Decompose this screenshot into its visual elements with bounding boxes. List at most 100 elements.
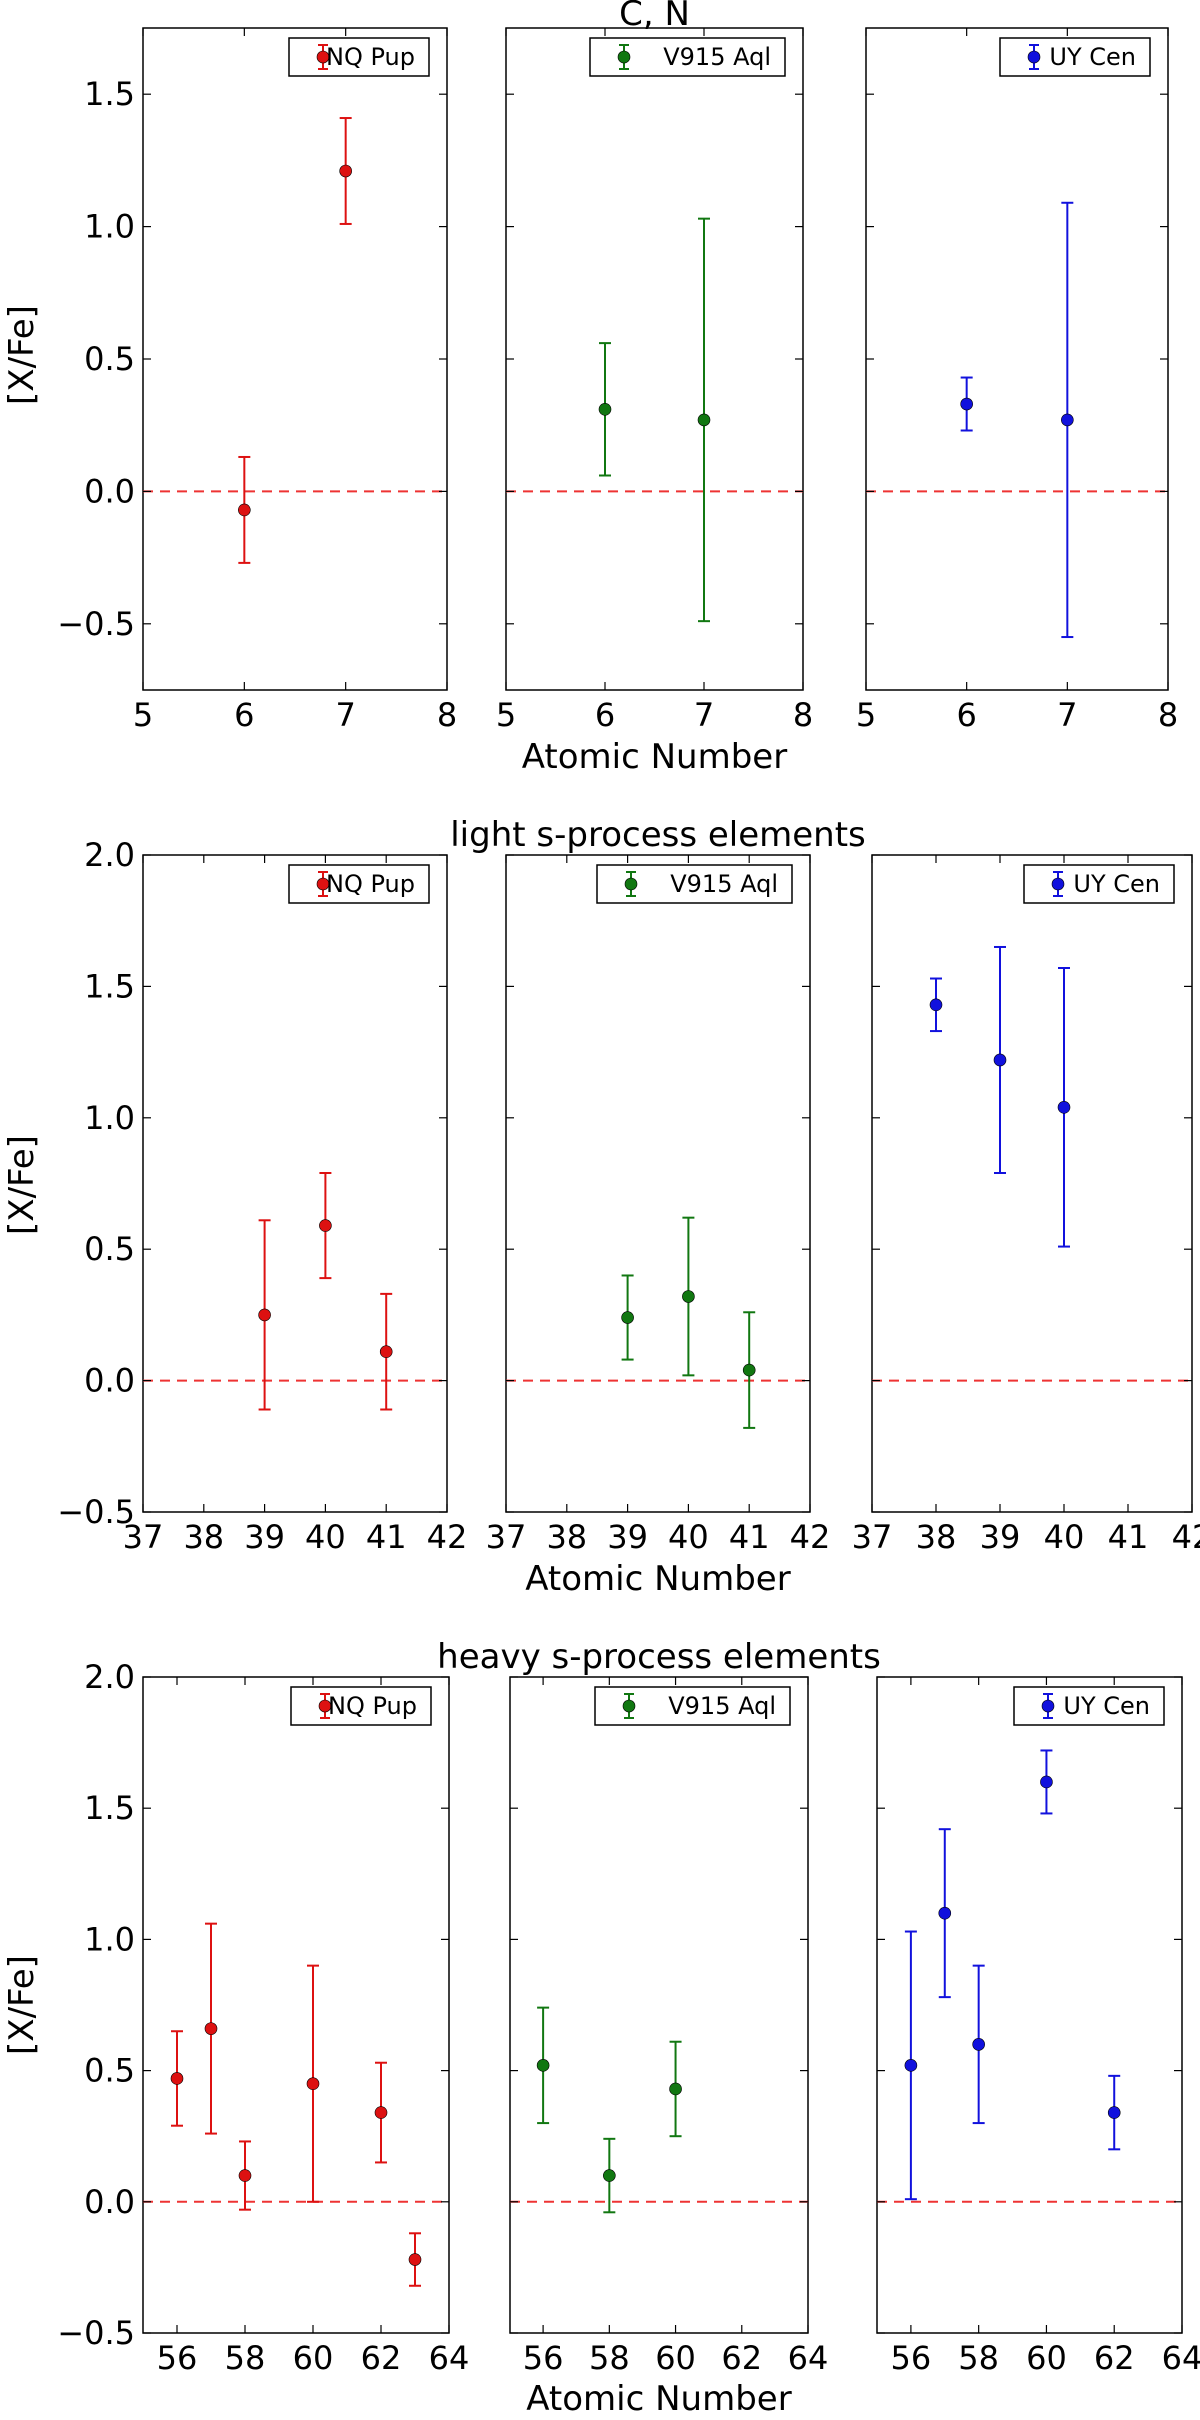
- y-tick-label: 0.5: [84, 340, 135, 378]
- legend-marker: [1042, 1700, 1054, 1712]
- data-point: [670, 2042, 682, 2136]
- data-point: [319, 1173, 331, 1278]
- data-marker: [1058, 1101, 1070, 1113]
- x-tick-label: 8: [437, 696, 457, 734]
- data-marker: [622, 1312, 634, 1324]
- y-tick-label: −0.5: [57, 2314, 135, 2352]
- x-tick-label: 39: [244, 1518, 285, 1556]
- y-axis-label: [X/Fe]: [2, 1955, 42, 2055]
- data-marker: [973, 2038, 985, 2050]
- data-point: [698, 219, 710, 621]
- x-tick-label: 5: [856, 696, 876, 734]
- data-marker: [239, 2170, 251, 2182]
- data-point: [1040, 1750, 1052, 1813]
- x-tick-label: 41: [1108, 1518, 1149, 1556]
- y-tick-label: 1.5: [84, 1789, 135, 1827]
- panel-uy-cen: 37 38 39 40 41 42 UY Cen: [852, 855, 1200, 1556]
- panel-v915-aql: 37 38 39 40 41 42 V915 Aql: [486, 855, 831, 1556]
- data-point: [973, 1966, 985, 2123]
- x-tick-label: 60: [293, 2339, 334, 2377]
- data-marker: [930, 999, 942, 1011]
- data-marker: [670, 2083, 682, 2095]
- x-tick-label: 8: [1158, 696, 1178, 734]
- plot-frame: [866, 28, 1168, 690]
- data-point: [205, 1924, 217, 2134]
- data-point: [537, 2008, 549, 2123]
- x-tick-label: 37: [486, 1518, 527, 1556]
- x-tick-label: 6: [956, 696, 976, 734]
- x-tick-label: 41: [366, 1518, 407, 1556]
- plot-frame: [877, 1677, 1182, 2333]
- x-tick-label: 40: [305, 1518, 346, 1556]
- legend: NQ Pup: [291, 1687, 431, 1725]
- x-tick-label: 6: [595, 696, 615, 734]
- legend-marker: [1052, 878, 1064, 890]
- x-tick-label: 42: [1172, 1518, 1200, 1556]
- x-tick-label: 62: [1094, 2339, 1135, 2377]
- y-tick-label: 0.0: [84, 1362, 135, 1400]
- x-tick-label: 56: [157, 2339, 198, 2377]
- x-tick-label: 58: [589, 2339, 630, 2377]
- chart-title: light s-process elements: [450, 815, 866, 855]
- data-point: [409, 2233, 421, 2285]
- plot-frame: [143, 855, 447, 1512]
- data-point: [905, 1932, 917, 2200]
- legend-label: NQ Pup: [326, 870, 415, 898]
- x-tick-label: 7: [335, 696, 355, 734]
- legend-marker: [625, 878, 637, 890]
- x-tick-label: 58: [225, 2339, 266, 2377]
- x-tick-label: 64: [429, 2339, 470, 2377]
- legend-marker: [618, 51, 630, 63]
- data-marker: [994, 1054, 1006, 1066]
- panel-v915-aql: 56 58 60 62 64 V915 Aql: [510, 1677, 828, 2377]
- x-tick-label: 64: [788, 2339, 829, 2377]
- data-point: [1058, 968, 1070, 1247]
- data-marker: [603, 2170, 615, 2182]
- data-marker: [171, 2072, 183, 2084]
- x-tick-label: 39: [607, 1518, 648, 1556]
- y-tick-label: 1.5: [84, 967, 135, 1005]
- data-point: [238, 457, 250, 563]
- y-tick-label: 1.0: [84, 1920, 135, 1958]
- x-tick-label: 40: [668, 1518, 709, 1556]
- legend: V915 Aql: [595, 1687, 790, 1725]
- plot-frame: [506, 855, 810, 1512]
- plot-frame: [143, 1677, 449, 2333]
- y-axis-label: [X/Fe]: [2, 305, 42, 405]
- data-point: [340, 118, 352, 224]
- plot-frame: [510, 1677, 808, 2333]
- x-tick-label: 42: [790, 1518, 831, 1556]
- x-tick-label: 40: [1044, 1518, 1085, 1556]
- x-axis-label: Atomic Number: [526, 2379, 791, 2419]
- data-marker: [319, 1220, 331, 1232]
- x-tick-label: 38: [546, 1518, 587, 1556]
- x-tick-label: 8: [793, 696, 813, 734]
- panel-v915-aql: 5 6 7 8 V915 Aql: [496, 28, 813, 734]
- data-marker: [1061, 414, 1073, 426]
- legend: UY Cen: [1024, 865, 1174, 903]
- y-tick-label: 2.0: [84, 836, 135, 874]
- x-tick-label: 60: [655, 2339, 696, 2377]
- x-axis-label: Atomic Number: [525, 1559, 790, 1599]
- panel-nq-pup: −0.50.00.51.01.52.037 38 39 40 41 42NQ Pup: [57, 836, 467, 1556]
- y-tick-label: −0.5: [57, 605, 135, 643]
- plot-frame: [506, 28, 803, 690]
- chart-title: heavy s-process elements: [437, 1637, 881, 1677]
- y-tick-label: 2.0: [84, 1658, 135, 1696]
- panel-nq-pup: −0.5 0.0 0.5 1.0 1.5 5 6 7 8 NQ Pup: [57, 28, 457, 734]
- data-point: [307, 1966, 319, 2202]
- data-point: [239, 2141, 251, 2209]
- x-tick-label: 37: [852, 1518, 893, 1556]
- data-point: [939, 1829, 951, 1997]
- x-tick-label: 38: [183, 1518, 224, 1556]
- data-marker: [743, 1364, 755, 1376]
- data-marker: [961, 398, 973, 410]
- data-point: [743, 1312, 755, 1428]
- legend-label: NQ Pup: [328, 1692, 417, 1720]
- data-point: [1108, 2076, 1120, 2149]
- legend-label: UY Cen: [1073, 870, 1160, 898]
- x-tick-label: 7: [694, 696, 714, 734]
- data-marker: [537, 2059, 549, 2071]
- x-tick-label: 5: [133, 696, 153, 734]
- x-tick-label: 56: [891, 2339, 932, 2377]
